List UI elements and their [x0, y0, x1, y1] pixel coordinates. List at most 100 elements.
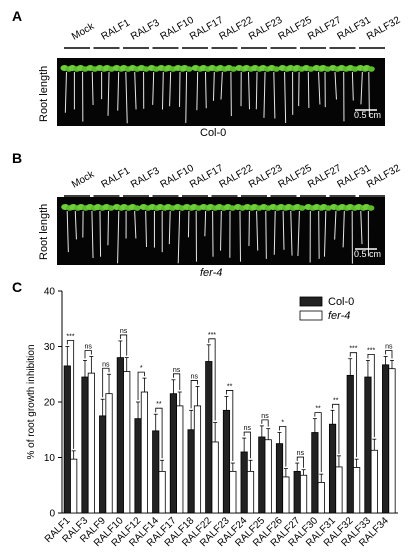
bar-Col-0: [205, 361, 213, 514]
panel-b-group-labels: Mock RALF1RALF3RALF10RALF17RALF22RALF23RA…: [64, 163, 403, 197]
significance-bracket: [102, 367, 110, 398]
seedling-leaf: [133, 205, 141, 211]
seedling-root: [273, 71, 276, 119]
significance-bracket: [119, 334, 128, 356]
seedling-root: [360, 210, 363, 245]
significance-label: **: [333, 397, 339, 404]
seedling-leaf: [107, 205, 115, 211]
y-axis-label: % of root growth inhibition: [26, 344, 37, 459]
seedling-root: [74, 210, 77, 240]
significance-bracket: [226, 390, 234, 462]
significance-bracket: [208, 338, 216, 421]
significance-label: ns: [261, 413, 269, 420]
legend-swatch: [299, 296, 323, 307]
bar-Col-0: [99, 415, 107, 514]
significance-label: ns: [102, 361, 110, 368]
significance-bracket: [261, 419, 269, 427]
bar-Col-0: [134, 418, 142, 514]
bar-fer-4: [87, 372, 95, 514]
bar-Col-0: [382, 364, 390, 514]
seedling-leaf: [367, 66, 375, 72]
panel-b-label: B: [12, 150, 23, 166]
panel-a-seedling-photo: 0.5 cm: [57, 58, 385, 126]
significance-label: ***: [66, 334, 74, 341]
group-label: RALF32: [365, 163, 403, 191]
significance-label: **: [227, 383, 233, 390]
significance-label: *: [140, 365, 143, 372]
significance-bracket: [367, 353, 375, 438]
panel-a-ylabel: Root length: [38, 65, 50, 122]
group-label: RALF32: [365, 15, 403, 43]
seedling-root: [125, 71, 128, 124]
seedling-root: [307, 71, 310, 109]
panel-b-ylabel: Root length: [38, 203, 50, 260]
significance-bracket: [385, 350, 393, 359]
seedling-root: [117, 210, 120, 264]
significance-bracket: [279, 426, 287, 467]
bar-fer-4: [299, 474, 308, 514]
seedling-root: [107, 210, 110, 246]
seedling-leaf: [185, 66, 193, 72]
seedling-root: [169, 71, 172, 107]
bar-fer-4: [388, 368, 396, 514]
panel-a-group-labels: Mock RALF1RALF3RALF10RALF17RALF22RALF23RA…: [64, 15, 403, 49]
bar-fer-4: [317, 482, 325, 514]
significance-bracket: [155, 407, 163, 459]
seedling-root: [168, 210, 171, 245]
panel-a-caption: Col-0: [200, 127, 227, 139]
seedling-root: [134, 210, 137, 239]
significance-bracket: [84, 350, 92, 359]
seedling-root: [334, 71, 337, 100]
bar-fer-4: [229, 470, 237, 514]
seedling-root: [220, 71, 223, 100]
legend-label: Col-0: [328, 296, 354, 308]
seedling-root: [265, 210, 267, 259]
group-label: Mock: [70, 21, 97, 43]
significance-label: ns: [244, 425, 252, 432]
significance-bracket: [314, 412, 322, 473]
seedling-root: [273, 210, 276, 255]
panel-c-label: C: [12, 279, 23, 295]
seedling-root: [185, 71, 188, 123]
bar-Col-0: [275, 443, 284, 514]
seedling-root: [99, 210, 102, 257]
seedling-root: [145, 210, 148, 248]
panel-b-scale-label: 0.5 cm: [353, 249, 381, 259]
seedling-root: [318, 71, 321, 105]
seedling-root: [290, 210, 293, 256]
seedling-root: [91, 71, 94, 105]
seedling-root: [360, 71, 363, 105]
seedling-root: [91, 210, 94, 259]
bar-fer-4: [246, 470, 255, 514]
bar-fer-4: [140, 391, 148, 514]
seedling-root: [196, 71, 199, 111]
significance-label: **: [156, 401, 162, 408]
seedling-root: [177, 210, 181, 264]
seedling-root: [342, 210, 345, 248]
bar-Col-0: [169, 393, 177, 514]
seedling-root: [161, 71, 164, 110]
bar-fer-4: [193, 405, 202, 514]
seedling-root: [351, 71, 354, 101]
seedling-leaf: [272, 66, 280, 72]
panel-b-seedling-photo: 0.5 cm: [57, 197, 385, 265]
legend-swatch: [299, 310, 323, 321]
bar-Col-0: [116, 357, 124, 514]
seedling-root: [107, 71, 110, 116]
seedling-root: [212, 71, 215, 101]
group-label: RALF3: [129, 17, 162, 42]
significance-label: ns: [84, 343, 92, 350]
group-label: RALF1: [100, 165, 133, 190]
seedling-root: [66, 210, 69, 253]
seedling-root: [117, 71, 120, 111]
seedling-root: [204, 210, 207, 237]
seedling-root: [334, 210, 337, 240]
panel-a-scale-label: 0.5 cm: [353, 110, 381, 120]
seedling-root: [204, 71, 207, 109]
bar-Col-0: [152, 430, 160, 514]
bar-Col-0: [364, 376, 372, 514]
bar-fer-4: [335, 466, 343, 514]
bar-fer-4: [123, 371, 131, 514]
y-tick-label: 40: [44, 287, 56, 298]
